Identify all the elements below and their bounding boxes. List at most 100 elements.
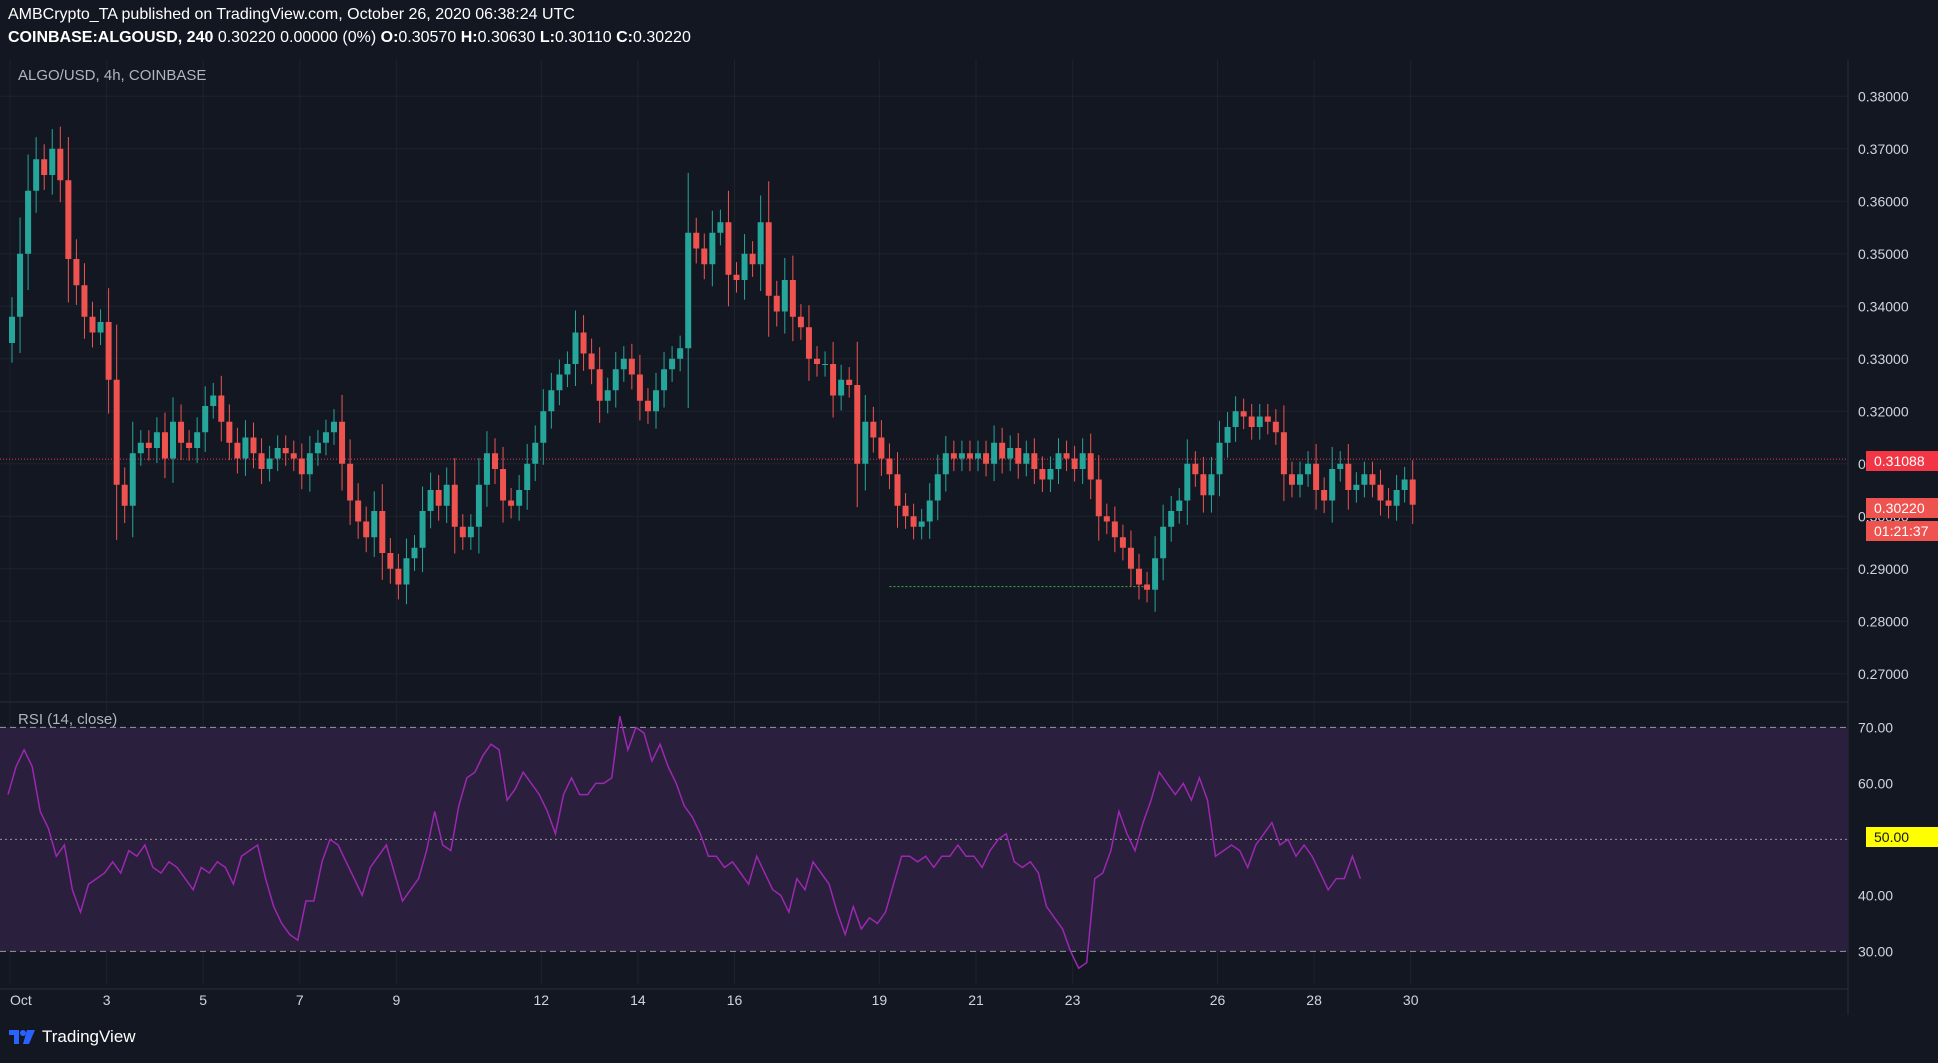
candle [1264, 403, 1271, 435]
candle-body [846, 379, 853, 385]
candle [564, 351, 571, 388]
candle-body [17, 253, 24, 317]
candle-body [411, 547, 418, 559]
candle [379, 484, 386, 580]
candle-body [403, 558, 410, 585]
candle-body [870, 421, 877, 438]
candle-body [644, 400, 651, 412]
candle [628, 343, 635, 390]
candle-body [306, 453, 313, 475]
candle-body [636, 374, 643, 401]
candle [467, 514, 474, 550]
time-tick-label: 14 [630, 992, 646, 1008]
candle [1007, 435, 1014, 472]
candle [475, 457, 482, 554]
candle-body [73, 259, 80, 286]
candle-body [1401, 479, 1408, 490]
candle-body [1127, 547, 1134, 569]
candle-body [958, 453, 965, 459]
candle-body [1103, 516, 1110, 522]
candle-body [1264, 416, 1271, 422]
candle [636, 354, 643, 421]
candle-body [41, 159, 48, 175]
candle-body [459, 526, 466, 538]
candle [1192, 451, 1199, 487]
candle-body [1240, 411, 1247, 417]
rsi-tick-label: 60.00 [1858, 775, 1893, 791]
candle [894, 452, 901, 528]
candle [1152, 536, 1159, 612]
candle [1095, 455, 1102, 541]
candle-body [1216, 442, 1223, 475]
candle [999, 427, 1006, 474]
candle [97, 309, 104, 346]
candle [653, 372, 659, 429]
candle [717, 209, 724, 246]
candle-body [9, 316, 15, 343]
candle [580, 315, 587, 371]
candle-body [1313, 463, 1320, 490]
candle-body [854, 385, 861, 464]
candle [1071, 445, 1078, 482]
time-tick-label: 21 [968, 992, 984, 1008]
candle [870, 406, 877, 453]
candle [427, 472, 434, 529]
candle-body [1248, 416, 1255, 427]
candle-body [443, 484, 450, 506]
high-label: H: [460, 29, 478, 46]
candle [1361, 461, 1368, 498]
candle [1337, 451, 1344, 482]
candle-body [226, 421, 233, 443]
candle-body [1337, 463, 1344, 469]
candle [178, 404, 185, 461]
candle [862, 394, 869, 491]
rsi-indicator-label[interactable]: RSI (14, close) [18, 711, 118, 728]
candle-body [1111, 521, 1118, 538]
candle [226, 404, 233, 461]
candle [33, 137, 40, 213]
candle [934, 454, 941, 521]
candle-body [548, 390, 555, 412]
candlestick-series[interactable] [9, 126, 1416, 612]
candle-body [234, 442, 241, 459]
candle-body [33, 159, 40, 191]
candle [1144, 571, 1151, 603]
rsi-series[interactable] [7, 716, 1362, 970]
price-tick-label: 0.29000 [1858, 561, 1909, 577]
candle [1160, 504, 1167, 581]
candle-body [805, 327, 812, 359]
candle-body [1192, 463, 1199, 475]
candle [81, 263, 88, 339]
candle-body [218, 395, 225, 422]
candle-body [797, 316, 804, 328]
candle-body [137, 442, 144, 454]
candle [983, 440, 990, 477]
candle [532, 425, 539, 482]
candle-body [757, 222, 764, 265]
price-tick-label: 0.38000 [1858, 88, 1909, 104]
candle [419, 486, 426, 573]
candle [1119, 524, 1126, 561]
price-tick-label: 0.35000 [1858, 246, 1909, 262]
candle-body [161, 432, 168, 459]
candle-body [1087, 453, 1094, 480]
candle-body [1321, 490, 1328, 501]
candle-body [1136, 568, 1142, 585]
candle [685, 172, 692, 409]
candle-body [975, 453, 981, 459]
candle [1256, 403, 1263, 440]
candle [89, 301, 96, 348]
price-change: 0.30220 0.00000 (0%) [217, 29, 377, 46]
candle-body [572, 332, 579, 364]
candle [926, 483, 933, 539]
candle [1345, 444, 1352, 510]
candle-body [1007, 448, 1014, 459]
candle-body [371, 511, 378, 538]
candle [395, 553, 402, 600]
tradingview-logo[interactable]: TradingView [8, 1027, 136, 1047]
candle-body [49, 148, 56, 175]
candle [500, 446, 507, 523]
candle [1321, 477, 1328, 514]
candle [781, 257, 788, 334]
